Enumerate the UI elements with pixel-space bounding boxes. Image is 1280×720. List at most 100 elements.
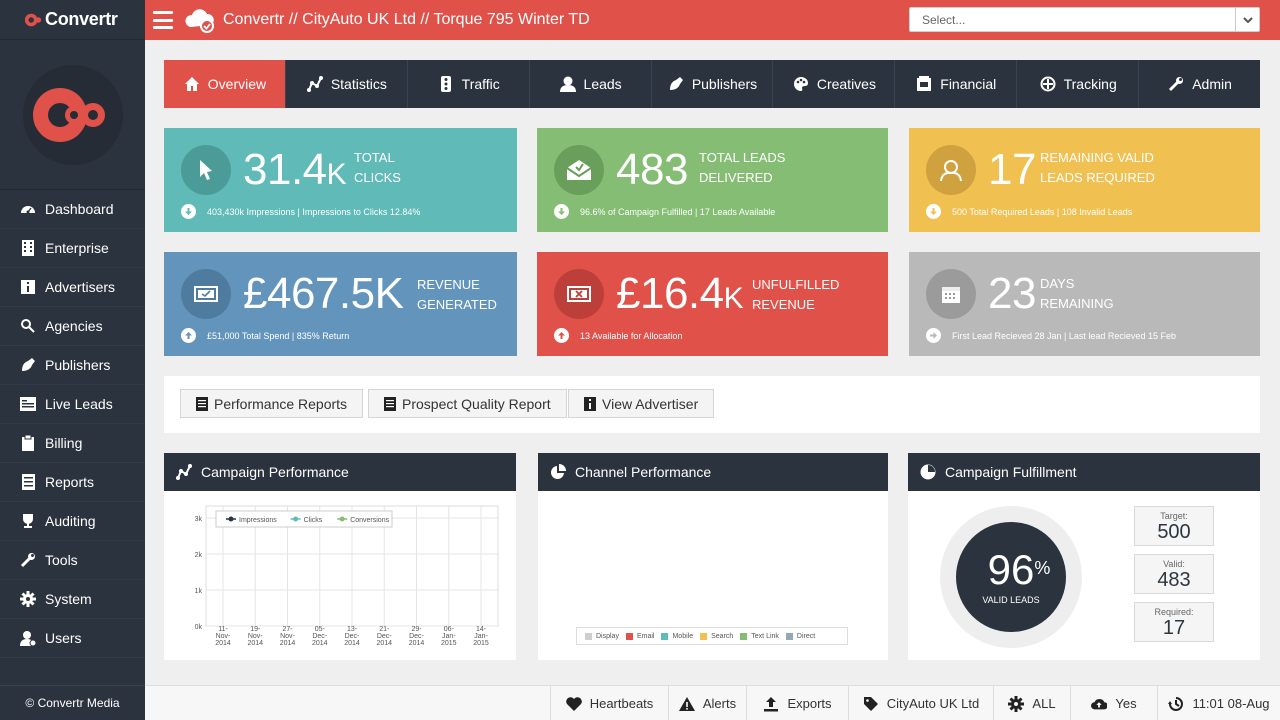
- tab-tracking[interactable]: Tracking: [1017, 60, 1140, 108]
- sidebar-item-label: Tools: [45, 552, 78, 568]
- sidebar-item-tools[interactable]: Tools: [0, 541, 145, 580]
- tab-label: Admin: [1192, 76, 1232, 92]
- sidebar-item-agencies[interactable]: Agencies: [0, 307, 145, 346]
- channel-legend-item: Mobile: [661, 632, 694, 640]
- cloud-status-button[interactable]: Yes: [1070, 686, 1157, 720]
- brand-logo[interactable]: Convertr: [0, 0, 145, 40]
- sidebar-item-users[interactable]: Users: [0, 619, 145, 658]
- campaign-select[interactable]: Select...: [909, 7, 1260, 32]
- tab-overview[interactable]: Overview: [164, 60, 286, 108]
- y-tick-label: 3k: [195, 516, 203, 523]
- legend-label: Mobile: [672, 632, 694, 640]
- unfulfilled-label: UNFULFILLED REVENUE: [752, 277, 840, 312]
- heartbeats-button[interactable]: Heartbeats: [550, 686, 668, 720]
- convertr-logo-large-icon: [32, 87, 105, 142]
- tab-admin[interactable]: Admin: [1139, 60, 1260, 108]
- stat-card-days[interactable]: 23 DAYS REMAINING First Lead Recieved 28 …: [909, 252, 1260, 356]
- chevron-down-icon[interactable]: [1235, 8, 1259, 31]
- statistics-icon: [175, 463, 193, 481]
- panel-header: Campaign Performance: [164, 453, 516, 491]
- stat-card-remaining[interactable]: 17 REMAINING VALID LEADS REQUIRED 500 Tot…: [909, 128, 1260, 232]
- filter-all-button[interactable]: ALL: [993, 686, 1070, 720]
- publishers-icon: [667, 75, 685, 93]
- clicks-value: 31.4K: [243, 145, 347, 194]
- revenue-subtext: £51,000 Total Spend | 835% Return: [181, 328, 349, 343]
- stat-card-clicks[interactable]: 31.4K TOTAL CLICKS 403,430k Impressions |…: [164, 128, 517, 232]
- dashboard-icon: [19, 200, 37, 218]
- tab-label: Statistics: [330, 76, 387, 92]
- sidebar-item-reports[interactable]: Reports: [0, 463, 145, 502]
- sidebar-item-dashboard[interactable]: Dashboard: [0, 190, 145, 229]
- channel-legend-item: Display: [585, 632, 619, 640]
- fulfillment-gauge: 96% VALID LEADS: [940, 506, 1082, 648]
- sidebar-item-label: Agencies: [45, 318, 103, 334]
- legend-swatch: [585, 632, 592, 640]
- legend-swatch: [740, 632, 748, 640]
- building-icon: [19, 239, 37, 257]
- live-leads-icon: [19, 395, 37, 413]
- target-stat: Target: 500: [1134, 506, 1214, 546]
- cursor-icon: [181, 145, 231, 195]
- main-tabs: Overview Statistics Traffic Leads Publis…: [164, 60, 1260, 108]
- sidebar-item-auditing[interactable]: Auditing: [0, 502, 145, 541]
- exports-button[interactable]: Exports: [746, 686, 848, 720]
- panel-header: Campaign Fulfillment: [908, 453, 1260, 491]
- tab-leads[interactable]: Leads: [530, 60, 652, 108]
- person-outline-icon: [926, 145, 976, 195]
- y-tick-label: 0k: [195, 624, 203, 631]
- money-icon: [181, 269, 231, 319]
- stat-card-unfulfilled[interactable]: £16.4K UNFULFILLED REVENUE 13 Available f…: [537, 252, 888, 356]
- trophy-icon: [19, 512, 37, 530]
- days-label: DAYS REMAINING: [1040, 276, 1114, 311]
- clock-button[interactable]: 11:01 08-Aug: [1157, 686, 1280, 720]
- agencies-icon: [19, 317, 37, 335]
- sidebar-item-publishers[interactable]: Publishers: [0, 346, 145, 385]
- tab-financial[interactable]: Financial: [895, 60, 1018, 108]
- stat-card-revenue[interactable]: £467.5K REVENUE GENERATED £51,000 Total S…: [164, 252, 517, 356]
- sidebar-item-label: Auditing: [45, 513, 96, 529]
- home-icon: [183, 75, 201, 93]
- wrench-icon: [19, 551, 37, 569]
- tab-creatives[interactable]: Creatives: [773, 60, 896, 108]
- history-icon: [1168, 696, 1184, 712]
- prospect-quality-report-button[interactable]: Prospect Quality Report: [368, 389, 567, 418]
- arrow-down-icon: [181, 204, 196, 219]
- legend-marker: [339, 516, 345, 522]
- remaining-label: REMAINING VALID LEADS REQUIRED: [1040, 150, 1155, 185]
- legend-swatch: [700, 632, 708, 640]
- sidebar-item-system[interactable]: System: [0, 580, 145, 619]
- sidebar-item-advertisers[interactable]: Advertisers: [0, 268, 145, 307]
- remaining-value: 17: [988, 145, 1036, 194]
- clicks-label: TOTAL CLICKS: [354, 150, 401, 185]
- arrow-down-icon: [926, 204, 941, 219]
- gear-icon: [19, 590, 37, 608]
- leads-label: TOTAL LEADS DELIVERED: [699, 150, 786, 185]
- avatar[interactable]: [22, 64, 123, 165]
- view-advertiser-button[interactable]: View Advertiser: [568, 389, 715, 418]
- tab-publishers[interactable]: Publishers: [652, 60, 774, 108]
- performance-reports-button[interactable]: Performance Reports: [180, 389, 364, 418]
- sidebar-item-enterprise[interactable]: Enterprise: [0, 229, 145, 268]
- alerts-button[interactable]: Alerts: [668, 686, 746, 720]
- tab-label: Traffic: [461, 76, 500, 92]
- tab-traffic[interactable]: Traffic: [408, 60, 530, 108]
- days-value: 23: [988, 269, 1036, 318]
- tab-label: Creatives: [816, 76, 876, 92]
- button-label: Performance Reports: [214, 395, 348, 412]
- y-tick-label: 1k: [195, 588, 203, 595]
- x-tick-label: 19-Nov-2014: [247, 626, 263, 647]
- hamburger-menu-icon[interactable]: [153, 11, 173, 29]
- fulfillment-percent: 96%: [987, 546, 1051, 593]
- tab-statistics[interactable]: Statistics: [286, 60, 408, 108]
- page-title: Convertr // CityAuto UK Ltd // Torque 79…: [223, 11, 590, 28]
- sidebar-item-billing[interactable]: Billing: [0, 424, 145, 463]
- sidebar-item-live-leads[interactable]: Live Leads: [0, 385, 145, 424]
- tag-icon: [863, 696, 879, 712]
- client-button[interactable]: CityAuto UK Ltd: [848, 686, 993, 720]
- stat-card-leads[interactable]: 483 TOTAL LEADS DELIVERED 96.6% of Campai…: [537, 128, 888, 232]
- top-header: Convertr // CityAuto UK Ltd // Torque 79…: [145, 0, 1280, 40]
- billing-icon: [19, 434, 37, 452]
- x-tick-label: 13-Dec-2014: [344, 626, 360, 647]
- users-icon: [19, 629, 37, 647]
- sidebar-item-label: System: [45, 591, 92, 607]
